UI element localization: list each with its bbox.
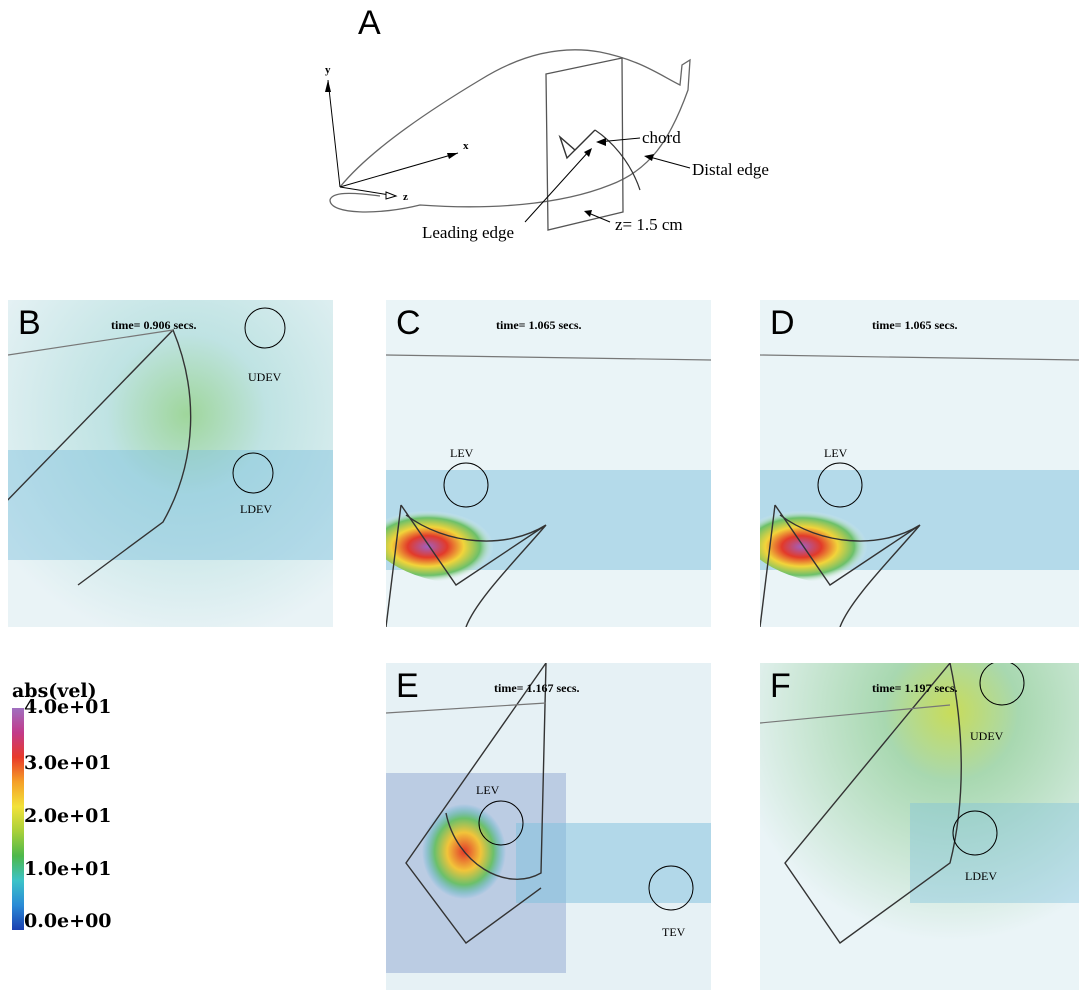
panel-e-time: time= 1.167 secs. bbox=[494, 681, 580, 695]
cutting-plane bbox=[545, 57, 624, 231]
flow-field-c bbox=[386, 300, 711, 627]
distal-edge-label: Distal edge bbox=[692, 160, 769, 179]
colorbar-tick-30: 3.0e+01 bbox=[24, 752, 112, 774]
panel-e-label: E bbox=[396, 667, 419, 705]
velocity-panel-d: D time= 1.065 secs. LEV bbox=[760, 300, 1079, 627]
flow-field-e bbox=[386, 663, 711, 990]
x-axis-label: x bbox=[463, 140, 469, 152]
velocity-panel-b: B time= 0.906 secs. UDEV LDEV bbox=[8, 300, 333, 627]
panel-c-time: time= 1.065 secs. bbox=[496, 318, 582, 332]
velocity-colorbar: abs(vel) 4.0e+01 3.0e+01 2.0e+01 1.0e+01… bbox=[10, 680, 140, 940]
flow-field-f bbox=[760, 663, 1079, 990]
plane-label: z= 1.5 cm bbox=[615, 215, 683, 234]
wing-outline bbox=[329, 49, 691, 213]
colorbar-title: abs(vel) bbox=[12, 680, 97, 702]
panel-f-label: F bbox=[770, 667, 791, 705]
panel-d-label: D bbox=[770, 304, 795, 342]
velocity-panel-e: E time= 1.167 secs. LEV TEV bbox=[386, 663, 711, 990]
colorbar-tick-0: 0.0e+00 bbox=[24, 910, 112, 932]
velocity-panel-c: C time= 1.065 secs. LEV bbox=[386, 300, 711, 627]
panel-b-time: time= 0.906 secs. bbox=[111, 318, 197, 332]
leading-edge-label: Leading edge bbox=[422, 223, 515, 242]
panel-b-vortex-ldev: LDEV bbox=[240, 502, 272, 516]
wing-section-f bbox=[784, 663, 962, 944]
panel-d-time: time= 1.065 secs. bbox=[872, 318, 958, 332]
flow-field-d bbox=[760, 300, 1079, 627]
colorbar-tick-10: 1.0e+01 bbox=[24, 858, 112, 880]
panel-c-label: C bbox=[396, 304, 421, 342]
panel-f-time: time= 1.197 secs. bbox=[872, 681, 958, 695]
panel-a-label: A bbox=[358, 4, 381, 42]
wing-section-c bbox=[386, 504, 547, 627]
wing-schematic bbox=[325, 49, 691, 231]
panel-b-label: B bbox=[18, 304, 41, 342]
panel-f-vortex-udev: UDEV bbox=[970, 729, 1004, 743]
colorbar-tick-20: 2.0e+01 bbox=[24, 805, 112, 827]
y-axis-label: y bbox=[325, 64, 331, 76]
colorbar-gradient bbox=[12, 708, 24, 930]
flow-field-b bbox=[8, 300, 333, 627]
z-axis-label: z bbox=[403, 191, 408, 203]
colorbar-tick-40: 4.0e+01 bbox=[24, 696, 112, 718]
wing-section-e bbox=[405, 663, 547, 944]
panel-d-vortex-lev: LEV bbox=[824, 446, 848, 460]
panel-c-vortex-lev: LEV bbox=[450, 446, 474, 460]
panel-f-vortex-ldev: LDEV bbox=[965, 869, 997, 883]
wing-section-b bbox=[8, 328, 192, 586]
panel-e-vortex-lev: LEV bbox=[476, 783, 500, 797]
velocity-panel-f: F time= 1.197 secs. UDEV LDEV bbox=[760, 663, 1079, 990]
wing-section-d bbox=[760, 504, 921, 627]
chord-label: chord bbox=[642, 128, 681, 147]
panel-b-vortex-udev: UDEV bbox=[248, 370, 282, 384]
panel-e-vortex-tev: TEV bbox=[662, 925, 686, 939]
